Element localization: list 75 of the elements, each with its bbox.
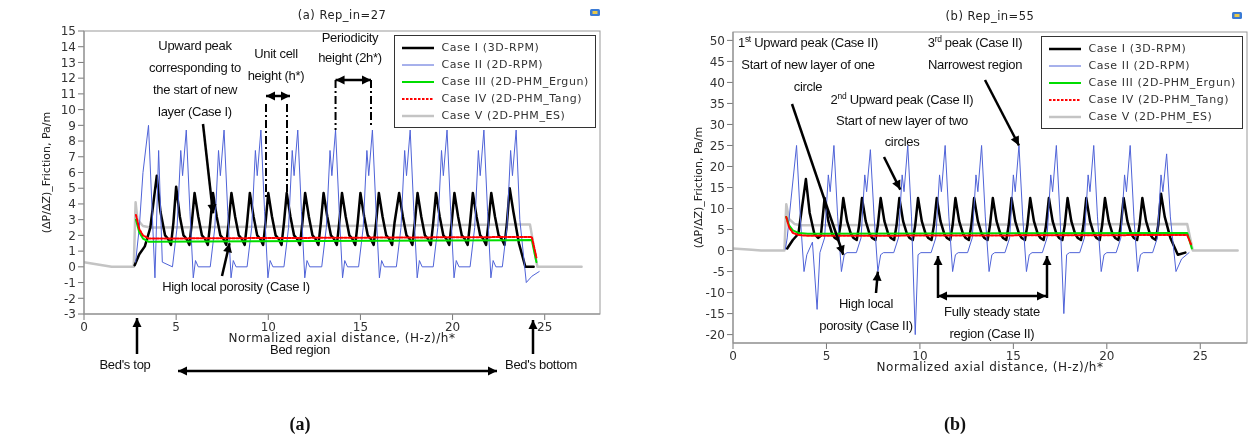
x-tick-label: 25 <box>1192 348 1208 363</box>
text: Bed region <box>270 342 330 357</box>
legend-label: Case II (2D-RPM) <box>1088 59 1191 72</box>
x-tick-label: 15 <box>1005 348 1021 363</box>
y-tick-label: 45 <box>709 54 725 69</box>
legend-label: Case V (2D-PHM_ES) <box>441 109 566 122</box>
legend-label: Case IV (2D-PHM_Tang) <box>441 92 583 105</box>
y-tick-label: 40 <box>709 75 725 90</box>
y-tick-label: -15 <box>705 306 725 321</box>
legend-label: Case II (2D-RPM) <box>441 58 544 71</box>
y-tick-label: 12 <box>60 71 76 86</box>
y-tick-label: 5 <box>68 181 76 196</box>
x-tick-label: 20 <box>1099 348 1115 363</box>
y-tick-label: -2 <box>64 291 76 306</box>
y-tick-label: -3 <box>64 307 76 322</box>
annotation: High local porosity (Case I) <box>162 279 310 294</box>
y-tick-label: 15 <box>709 180 725 195</box>
text: Bed's bottom <box>505 357 577 372</box>
x-tick-label: 0 <box>729 348 737 363</box>
y-tick-label: 0 <box>717 243 725 258</box>
x-tick-label: 15 <box>352 319 369 334</box>
x-tick-label: 5 <box>822 348 831 363</box>
y-tick-label: 10 <box>709 201 725 216</box>
text: Bed's top <box>99 357 151 372</box>
y-tick-label: 6 <box>68 165 76 180</box>
legend-label: Case I (3D-RPM) <box>441 41 540 54</box>
y-tick-label: 25 <box>709 138 725 153</box>
y-tick-label: 14 <box>60 39 76 54</box>
x-tick-label: 20 <box>444 319 461 334</box>
y-tick-label: 5 <box>717 222 725 237</box>
text: (b) <box>944 414 966 435</box>
legend-label: Case I (3D-RPM) <box>1088 42 1187 55</box>
y-tick-label: -20 <box>705 327 725 342</box>
line-series <box>135 124 540 284</box>
chart-title: (b) Rep_in=55 <box>945 9 1035 23</box>
annotation: Unit cell height (h*) <box>247 46 305 83</box>
y-tick-label: 50 <box>709 33 725 48</box>
y-tick-label: 1 <box>68 244 76 259</box>
annotation: 1$^{st}$ Upward peak (Case II) Start of new layer of one circle <box>738 34 878 94</box>
x-axis-title: Normalized axial distance, (H-z)/h* <box>876 360 1104 374</box>
x-tick-label: 5 <box>172 319 180 334</box>
y-tick-label: 10 <box>60 102 76 117</box>
x-tick-label: 0 <box>80 319 88 334</box>
y-axis-title: (ΔP/ΔZ)_Friction, Pa/m <box>692 126 705 249</box>
y-tick-label: 2 <box>68 228 76 243</box>
annotation: Periodicity height (2h*) <box>318 30 382 65</box>
y-tick-label: 3 <box>68 212 76 227</box>
y-tick-label: 30 <box>709 117 725 132</box>
annotation: 3$^{rd}$ peak (Case II) Narrowest region <box>927 34 1023 72</box>
y-tick-label: 11 <box>60 87 76 102</box>
y-tick-label: -5 <box>713 264 725 279</box>
annotation: High local porosity (Case II) <box>819 296 913 333</box>
legend-label: Case IV (2D-PHM_Tang) <box>1088 93 1230 106</box>
legend-label: Case III (2D-PHM_Ergun) <box>441 75 589 88</box>
y-tick-label: 20 <box>709 159 725 174</box>
legend-label: Case V (2D-PHM_ES) <box>1088 110 1213 123</box>
y-tick-label: 7 <box>68 150 76 165</box>
text: (a) <box>289 414 311 435</box>
y-tick-label: 0 <box>68 260 76 275</box>
x-tick-label: 25 <box>537 319 553 334</box>
y-tick-label: 15 <box>60 24 76 39</box>
y-tick-label: 8 <box>68 134 76 149</box>
y-tick-label: 4 <box>68 197 76 212</box>
y-tick-label: 13 <box>60 55 76 70</box>
annotation: Fully steady state region (Case II) <box>944 304 1040 341</box>
x-axis-title: Normalized axial distance, (H-z)/h* <box>228 331 456 345</box>
y-tick-label: -1 <box>64 275 76 290</box>
y-tick-label: -10 <box>705 285 725 300</box>
y-tick-label: 9 <box>68 118 76 133</box>
annotation: Upward peak corresponding to the start of new layer (Case I) <box>148 38 242 119</box>
legend-label: Case III (2D-PHM_Ergun) <box>1088 76 1236 89</box>
chart-title: (a) Rep_in=27 <box>297 8 387 22</box>
y-tick-label: 35 <box>709 96 725 111</box>
y-axis-title: (ΔP/ΔZ)_Friction, Pa/m <box>40 111 53 234</box>
annotation: 2$^{nd}$ Upward peak (Case II) Start of new layer of two circles <box>830 91 974 149</box>
